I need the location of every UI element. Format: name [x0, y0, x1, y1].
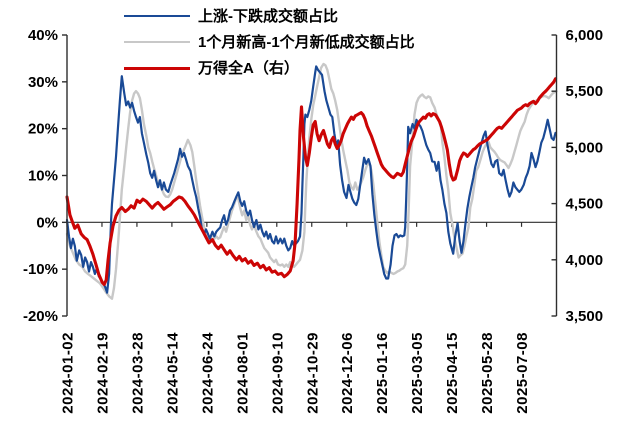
- legend-item: 万得全A（右）: [124, 55, 415, 81]
- legend-label: 万得全A（右）: [198, 59, 299, 77]
- x-axis-label: 2024-02-19: [94, 332, 111, 414]
- x-axis-label: 2024-03-28: [129, 332, 146, 414]
- right-axis-label: 3,500: [566, 308, 604, 325]
- x-axis-label: 2025-07-08: [514, 332, 531, 414]
- left-axis-label: -10%: [23, 261, 58, 278]
- x-axis-label: 2025-03-05: [409, 332, 426, 414]
- left-axis-label: -20%: [23, 308, 58, 325]
- x-axis-label: 2024-09-10: [269, 332, 286, 414]
- x-axis-label: 2024-10-29: [304, 332, 321, 414]
- right-axis-label: 5,500: [566, 83, 604, 100]
- legend-line-swatch: [124, 15, 190, 17]
- legend-line-swatch: [124, 66, 190, 70]
- left-axis-label: 10%: [28, 168, 58, 185]
- x-axis-label: 2024-06-24: [199, 332, 216, 414]
- right-axis-label: 4,000: [566, 252, 604, 269]
- series-line: [65, 77, 558, 287]
- series-line: [65, 65, 557, 294]
- legend-item: 上涨-下跌成交额占比: [124, 3, 415, 29]
- left-axis-label: 0%: [36, 214, 58, 231]
- x-axis-label: 2025-04-15: [444, 332, 461, 414]
- left-axis-label: 40%: [28, 27, 58, 44]
- x-axis-label: 2024-05-14: [164, 332, 181, 414]
- legend-item: 1个月新高-1个月新低成交额占比: [124, 29, 415, 55]
- x-axis-label: 2024-12-06: [339, 332, 356, 414]
- right-axis-label: 6,000: [566, 27, 604, 44]
- x-axis-label: 2024-01-02: [60, 332, 77, 414]
- legend-line-swatch: [124, 41, 190, 43]
- right-axis-label: 5,000: [566, 139, 604, 156]
- legend: 上涨-下跌成交额占比 1个月新高-1个月新低成交额占比 万得全A（右）: [124, 3, 415, 81]
- x-axis-label: 2025-05-28: [479, 332, 496, 414]
- left-axis-label: 30%: [28, 74, 58, 91]
- legend-label: 上涨-下跌成交额占比: [198, 7, 338, 25]
- x-axis-label: 2025-01-16: [374, 332, 391, 414]
- legend-label: 1个月新高-1个月新低成交额占比: [198, 33, 415, 51]
- left-axis-label: 20%: [28, 121, 58, 138]
- right-axis-label: 4,500: [566, 196, 604, 213]
- x-axis-label: 2024-08-01: [234, 332, 251, 414]
